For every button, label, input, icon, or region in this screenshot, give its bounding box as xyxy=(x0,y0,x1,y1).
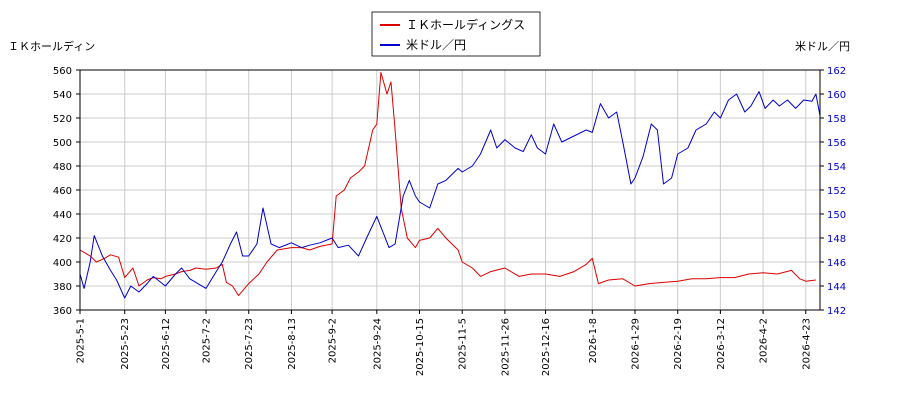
x-axis: 2025-5-1 2025-5-23 2025-6-12 2025-7-2 2025-7… xyxy=(76,310,812,376)
series-line-ik-holdings xyxy=(79,71,816,297)
left-axis-title: ＩＫホールディン xyxy=(8,39,95,53)
right-tick-label: 142 xyxy=(827,306,846,317)
right-tick-label: 146 xyxy=(827,258,846,269)
grid-lines xyxy=(79,69,820,311)
series-line-usdjpy xyxy=(79,91,821,299)
x-tick-label: 2025-6-12 xyxy=(161,318,172,370)
x-tick-label: 2025-11-5 xyxy=(458,318,469,370)
x-tick-label: 2025-11-26 xyxy=(500,318,511,376)
series-layer xyxy=(79,71,821,299)
left-tick-label: 520 xyxy=(53,114,72,125)
left-axis: 360 380 400 420 440 460 480 500 520 540 560 xyxy=(53,66,80,317)
x-tick-label: 2025-9-2 xyxy=(328,318,339,363)
right-axis-title: 米ドル／円 xyxy=(795,40,850,53)
left-tick-label: 500 xyxy=(53,138,72,149)
x-tick-label: 2026-1-8 xyxy=(588,318,599,363)
legend-box xyxy=(371,11,541,57)
x-tick-label: 2026-1-29 xyxy=(631,318,642,370)
left-tick-label: 440 xyxy=(53,210,72,221)
left-tick-label: 360 xyxy=(53,306,72,317)
right-tick-label: 158 xyxy=(827,114,846,125)
right-tick-label: 148 xyxy=(827,234,846,245)
legend: ＩＫホールディングス 米ドル／円 xyxy=(371,11,541,57)
right-axis: 142 144 146 148 150 152 154 156 158 160 162 xyxy=(820,66,846,317)
x-tick-label: 2026-4-2 xyxy=(759,318,770,363)
right-tick-label: 154 xyxy=(827,162,846,173)
legend-label-ik: ＩＫホールディングス xyxy=(406,17,525,32)
left-tick-label: 460 xyxy=(53,186,72,197)
right-tick-label: 156 xyxy=(827,138,846,149)
x-tick-label: 2025-9-24 xyxy=(372,318,383,370)
x-tick-label: 2025-5-1 xyxy=(76,318,87,363)
left-tick-label: 560 xyxy=(53,66,72,77)
x-tick-label: 2026-4-23 xyxy=(801,318,812,370)
x-tick-label: 2025-5-23 xyxy=(120,318,131,370)
left-tick-label: 480 xyxy=(53,162,72,173)
left-tick-label: 420 xyxy=(53,234,72,245)
right-tick-label: 152 xyxy=(827,186,846,197)
right-tick-label: 150 xyxy=(827,210,846,221)
x-tick-label: 2025-7-2 xyxy=(202,318,213,363)
x-tick-label: 2026-3-12 xyxy=(716,318,727,370)
x-tick-label: 2025-8-13 xyxy=(287,318,298,370)
x-tick-label: 2025-7-23 xyxy=(244,318,255,370)
x-tick-label: 2025-12-16 xyxy=(541,318,552,376)
right-tick-label: 144 xyxy=(827,282,846,293)
x-tick-label: 2026-2-19 xyxy=(673,318,684,370)
left-tick-label: 380 xyxy=(53,282,72,293)
legend-label-usdjpy: 米ドル／円 xyxy=(406,38,466,52)
right-tick-label: 162 xyxy=(827,66,846,77)
left-tick-label: 540 xyxy=(53,90,72,101)
right-tick-label: 160 xyxy=(827,90,846,101)
x-tick-label: 2025-10-15 xyxy=(415,318,426,376)
left-tick-label: 400 xyxy=(53,258,72,269)
